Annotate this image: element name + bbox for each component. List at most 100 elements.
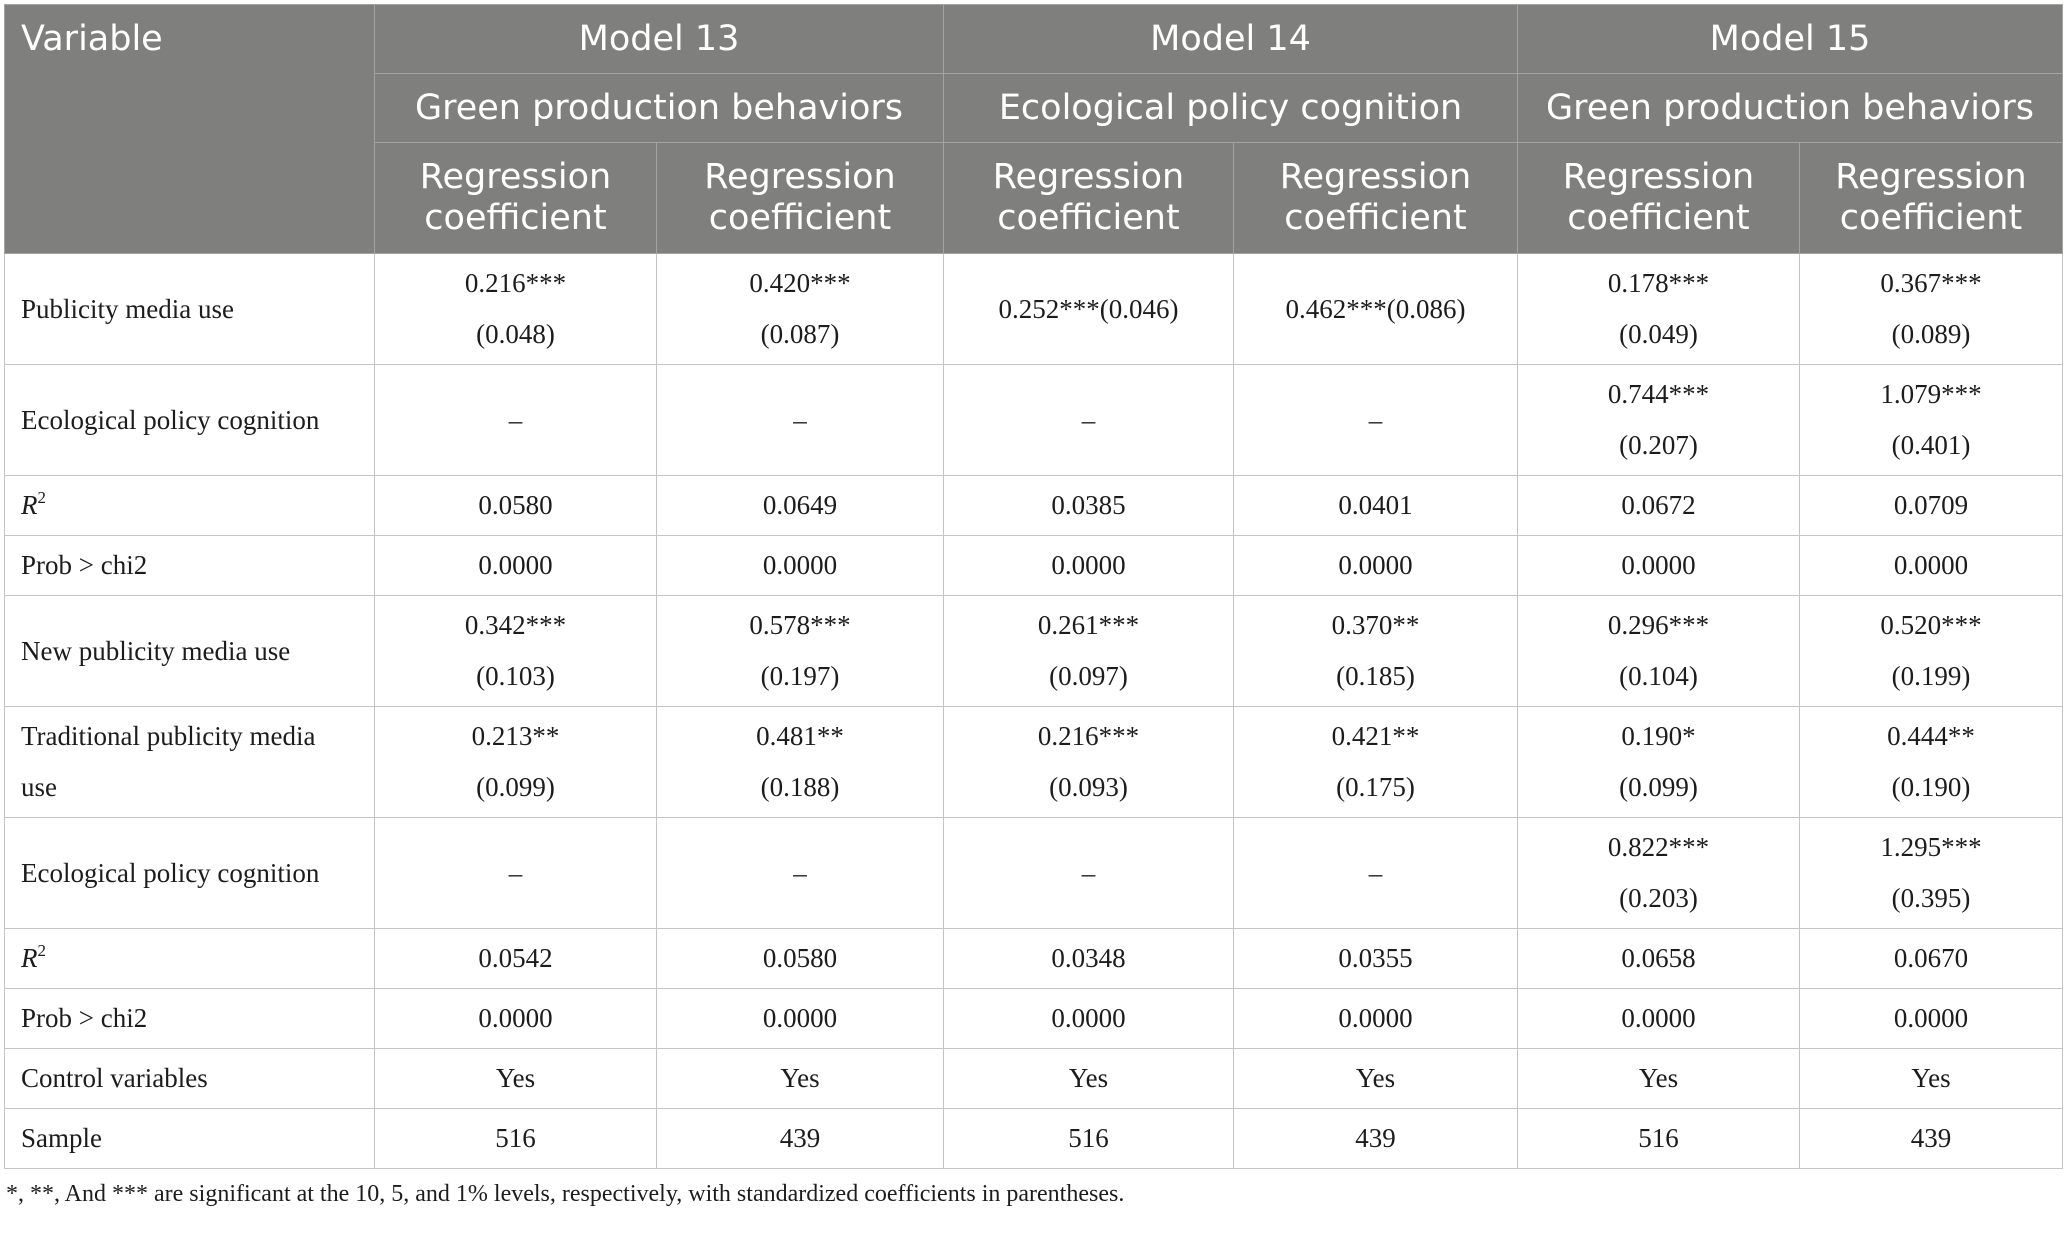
cell-value: 0.0000 <box>1893 1003 1969 1033</box>
table-cell: 0.0000 <box>374 535 657 596</box>
cell-value: – <box>508 404 523 435</box>
cell-value: 0.0000 <box>1621 1003 1696 1033</box>
cell-standard-error: (0.093) <box>1049 772 1128 802</box>
table-cell: 0.261*** (0.097) <box>943 595 1234 707</box>
table-cell: 0.0000 <box>1517 988 1800 1049</box>
cell-value: 0.342*** <box>464 610 567 640</box>
cell-standard-error: (0.104) <box>1619 661 1698 691</box>
cell-value: 0.0709 <box>1893 490 1969 520</box>
table-cell: 0.190* (0.099) <box>1517 706 1800 818</box>
table-cell: 0.370** (0.185) <box>1233 595 1518 707</box>
table-cell: 0.216*** (0.048) <box>374 253 657 365</box>
cell-value: 0.213** <box>471 721 560 751</box>
cell-value: 0.0000 <box>1338 1003 1413 1033</box>
row-label-text: Prob > chi2 <box>21 550 148 580</box>
table-cell: 0.444** (0.190) <box>1799 706 2063 818</box>
cell-standard-error: (0.207) <box>1619 430 1698 460</box>
cell-value: 0.261*** <box>1037 610 1140 640</box>
cell-value: 0.0649 <box>762 490 838 520</box>
cell-value: 0.0658 <box>1621 943 1696 973</box>
table-row: Prob > chi2 0.0000 0.0000 0.0000 0.0000 0.000… <box>4 988 2063 1049</box>
row-label-text: Control variables <box>21 1063 208 1093</box>
cell-value: 0.370** <box>1331 610 1420 640</box>
cell-standard-error: (0.401) <box>1891 430 1971 460</box>
table-cell: 0.296*** (0.104) <box>1517 595 1800 707</box>
cell-value: 0.462***(0.086) <box>1285 293 1466 324</box>
cell-value: 0.481** <box>756 721 844 751</box>
table-cell: 439 <box>656 1108 944 1169</box>
row-label: Sample <box>4 1108 375 1169</box>
table-cell: – <box>656 364 944 476</box>
cell-value: 0.0000 <box>1051 1003 1126 1033</box>
subcolumn-header-line: coefficient <box>708 198 892 238</box>
table-cell: 0.0649 <box>656 475 944 536</box>
regression-results-table: Variable Model 13 Model 14 Model 15 Gree… <box>4 4 2063 1169</box>
cell-value: 0.0670 <box>1893 943 1969 973</box>
cell-value: 0.0355 <box>1338 943 1413 973</box>
row-label-text: Ecological policy cognition <box>21 404 320 435</box>
table-cell: 1.295*** (0.395) <box>1799 817 2063 929</box>
subcolumn-header-line: Regression <box>1835 157 2027 197</box>
table-cell: 0.578*** (0.197) <box>656 595 944 707</box>
table-cell: 0.0000 <box>1799 535 2063 596</box>
subcolumn-header-line: Regression <box>1279 157 1472 197</box>
table-cell: 0.822*** (0.203) <box>1517 817 1800 929</box>
model-13-header: Model 13 <box>374 4 944 74</box>
table-cell: 0.0542 <box>374 928 657 989</box>
row-label-text: New publicity media use <box>21 635 291 666</box>
cell-value: 0.744*** <box>1607 379 1710 409</box>
table-cell: – <box>1233 364 1518 476</box>
row-label-text: Publicity media use <box>21 293 234 324</box>
cell-value: – <box>508 857 523 888</box>
cell-standard-error: (0.049) <box>1619 319 1698 349</box>
cell-value: Yes <box>1638 1063 1679 1093</box>
cell-standard-error: (0.099) <box>476 772 555 802</box>
cell-value: 0.0580 <box>478 490 553 520</box>
subcolumn-header: Regression coefficient <box>943 142 1234 254</box>
table-cell: – <box>656 817 944 929</box>
cell-standard-error: (0.190) <box>1891 772 1971 802</box>
table-cell: 516 <box>943 1108 1234 1169</box>
cell-value: 0.0000 <box>478 550 553 580</box>
table-cell: 0.462***(0.086) <box>1233 253 1518 365</box>
cell-value: 0.0000 <box>478 1003 553 1033</box>
cell-value: 1.295*** <box>1880 832 1982 862</box>
cell-value: 0.0385 <box>1051 490 1126 520</box>
table-cell: 0.216*** (0.093) <box>943 706 1234 818</box>
table-cell: 0.0658 <box>1517 928 1800 989</box>
table-cell: 516 <box>1517 1108 1800 1169</box>
table-cell: 0.420*** (0.087) <box>656 253 944 365</box>
table-row: Ecological policy cognition – – – – 0.822*** (… <box>4 817 2063 929</box>
table-cell: 0.252***(0.046) <box>943 253 1234 365</box>
table-cell: 0.367*** (0.089) <box>1799 253 2063 365</box>
table-row: Sample 516 439 516 439 516 439 <box>4 1108 2063 1169</box>
table-cell: Yes <box>656 1048 944 1109</box>
table-cell: 0.0000 <box>1233 988 1518 1049</box>
cell-value: Yes <box>495 1063 536 1093</box>
cell-value: – <box>793 857 807 888</box>
cell-standard-error: (0.089) <box>1891 319 1971 349</box>
cell-value: Yes <box>1355 1063 1396 1093</box>
cell-standard-error: (0.199) <box>1891 661 1971 691</box>
table-cell: 0.520*** (0.199) <box>1799 595 2063 707</box>
cell-value: 0.0000 <box>1338 550 1413 580</box>
row-label: New publicity media use <box>4 595 375 707</box>
cell-value: 0.216*** <box>1037 721 1140 751</box>
subcolumn-header-line: coefficient <box>1839 198 2023 238</box>
cell-value: 0.0580 <box>762 943 838 973</box>
row-label-text: Prob > chi2 <box>21 1003 148 1033</box>
table-cell: 0.421** (0.175) <box>1233 706 1518 818</box>
table-body: Publicity media use 0.216*** (0.048) 0.420*… <box>4 253 2063 1169</box>
row-label-superscript: 2 <box>37 488 47 507</box>
table-cell: – <box>374 364 657 476</box>
model-15-dependent-variable: Green production behaviors <box>1517 73 2063 143</box>
table-row: Traditional publicity media use 0.213** (0.… <box>4 706 2063 818</box>
row-label-text: R <box>21 490 38 520</box>
table-header: Variable Model 13 Model 14 Model 15 Gree… <box>4 4 2063 254</box>
table-cell: 0.213** (0.099) <box>374 706 657 818</box>
cell-standard-error: (0.099) <box>1619 772 1698 802</box>
cell-value: 0.190* <box>1621 721 1696 751</box>
row-label: Publicity media use <box>4 253 375 365</box>
row-label-text: R <box>21 943 38 973</box>
subcolumn-header-line: coefficient <box>1567 198 1750 238</box>
